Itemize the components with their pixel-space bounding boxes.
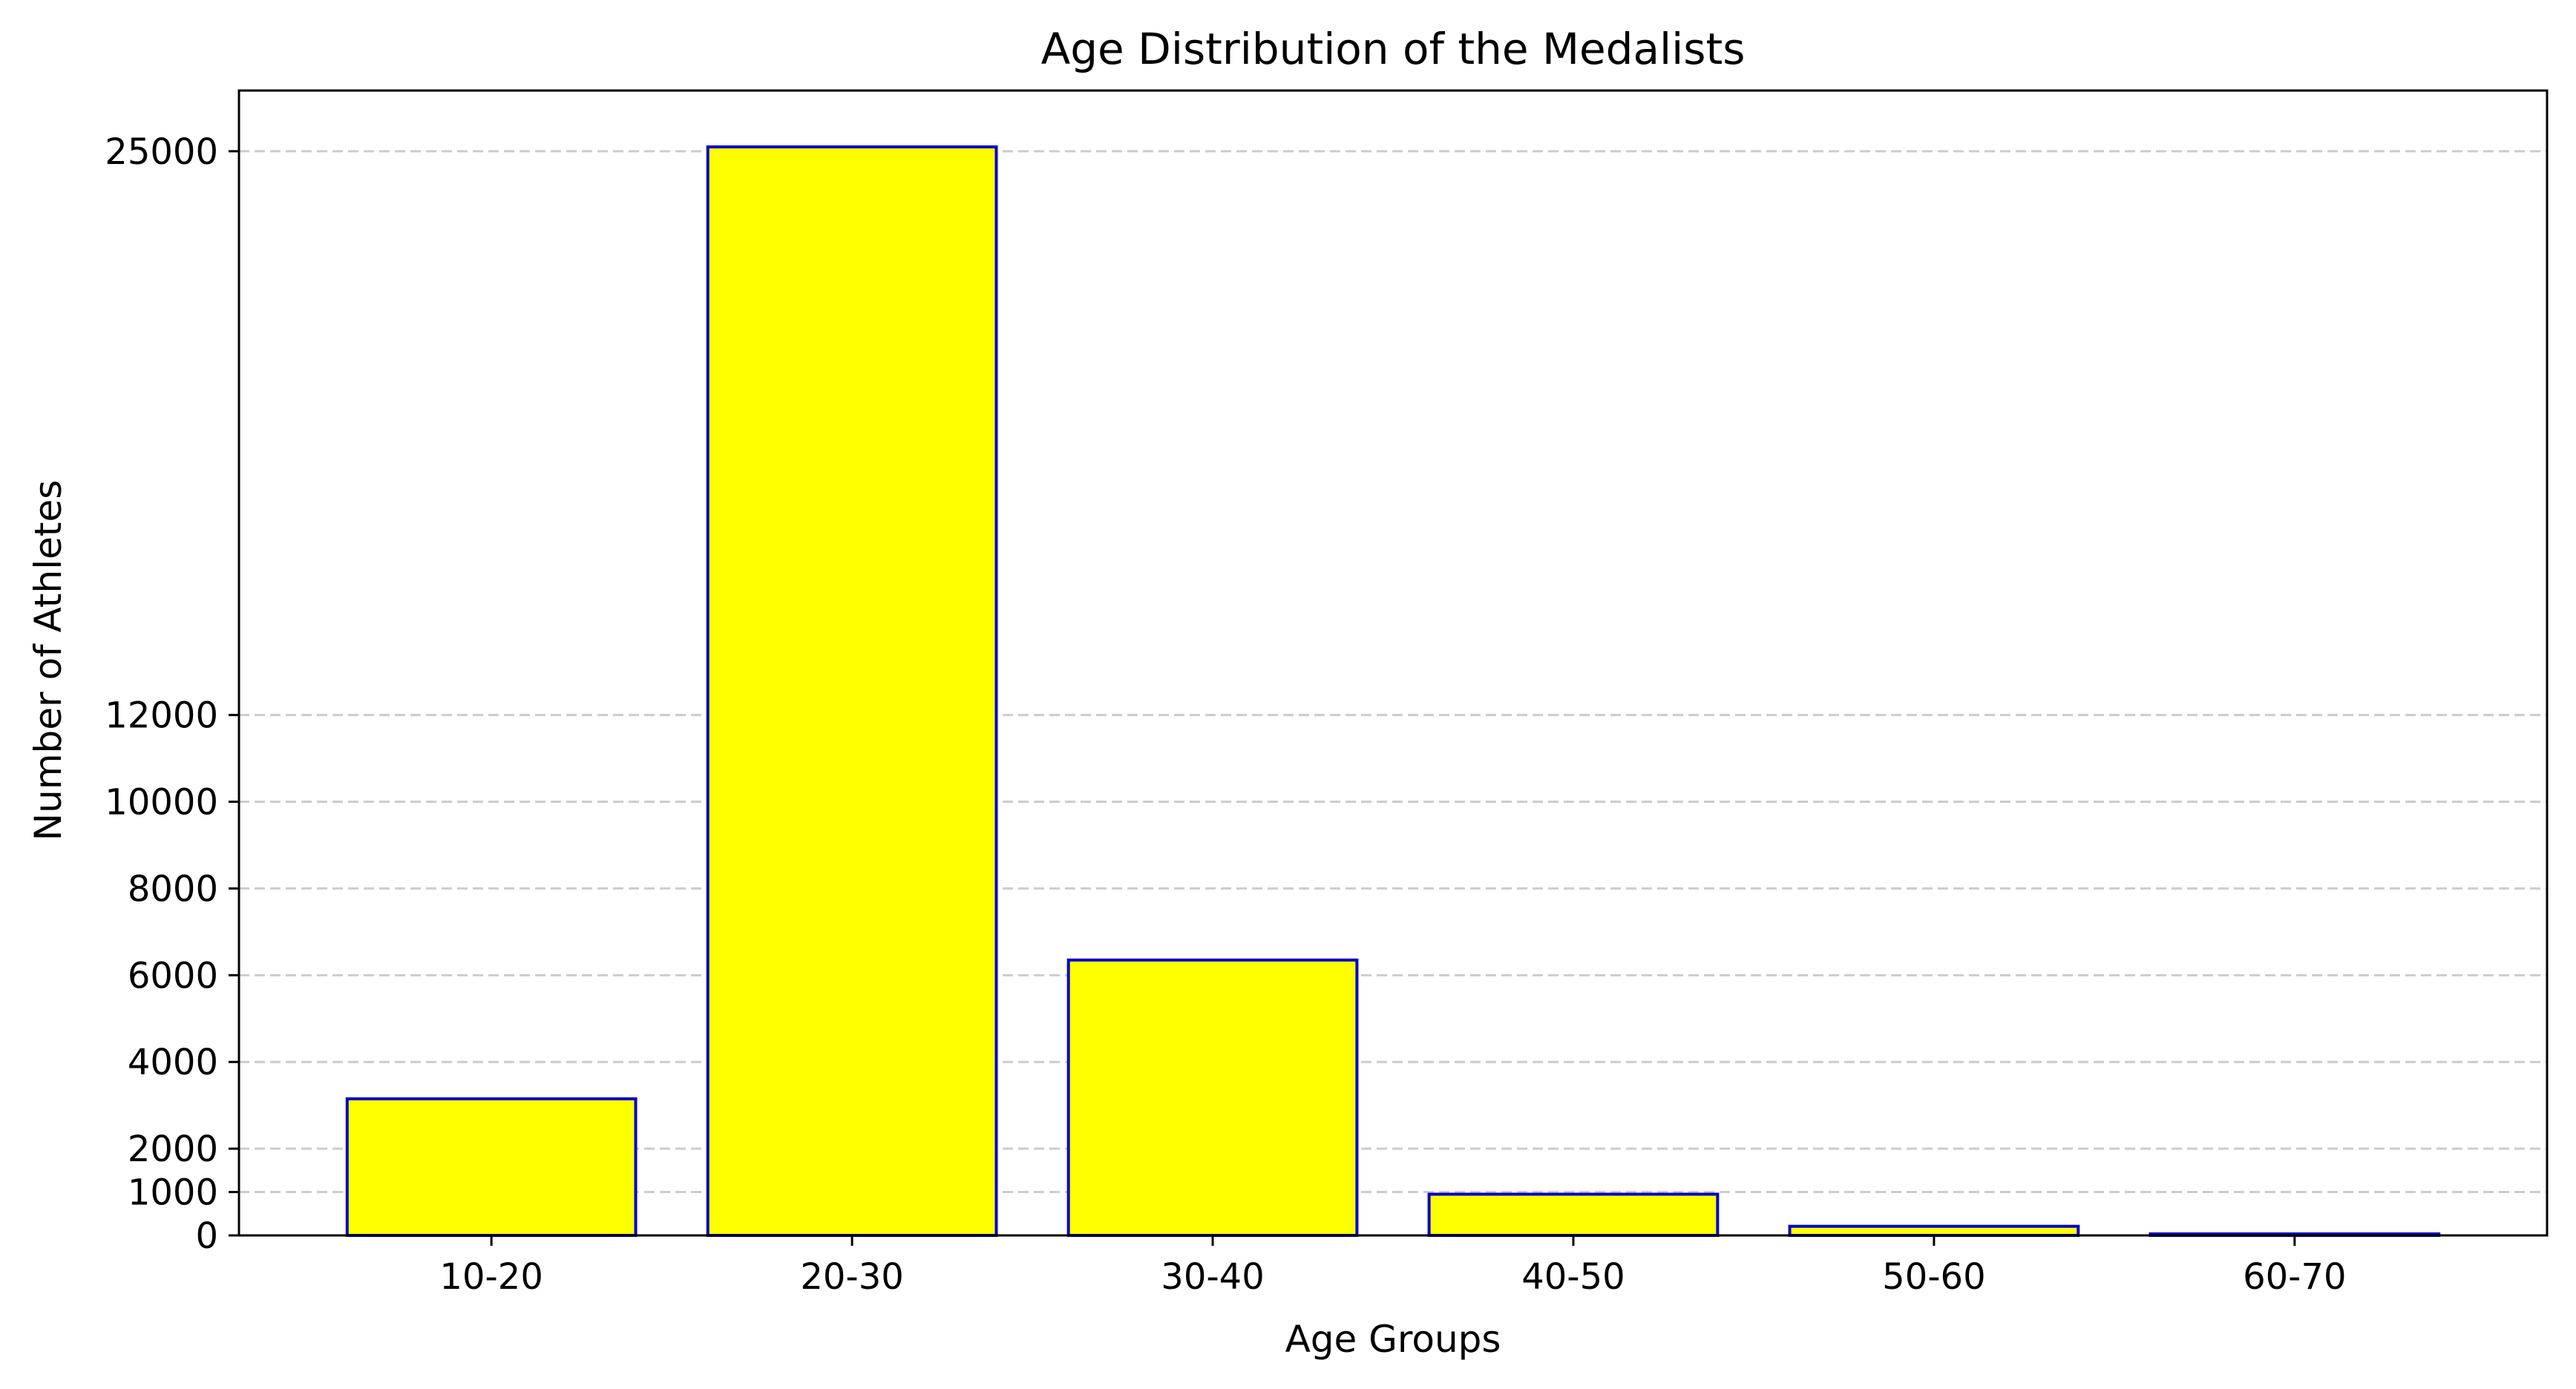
x-axis-ticks: 10-20 20-30 30-40 40-50 50-60 60-70 (439, 1235, 2347, 1298)
y-tick-label: 10000 (105, 782, 218, 824)
bar-30-40 (1066, 958, 1359, 1237)
y-tick-label: 1000 (128, 1172, 218, 1214)
grid-lines (239, 150, 2547, 1194)
bar-10-20 (345, 1097, 638, 1238)
x-tick-label: 60-70 (2243, 1256, 2346, 1298)
bars (345, 145, 2441, 1238)
y-tick-label: 2000 (128, 1129, 218, 1170)
bar-20-30 (706, 145, 998, 1237)
x-tick-label: 20-30 (800, 1256, 903, 1298)
y-tick-label: 25000 (105, 131, 218, 173)
y-tick-label: 6000 (128, 955, 218, 996)
chart-title: Age Distribution of the Medalists (1041, 24, 1746, 74)
x-axis-label: Age Groups (1285, 1318, 1501, 1361)
bar-40-50 (1427, 1192, 1720, 1237)
y-tick-label: 8000 (128, 868, 218, 910)
x-tick-label: 50-60 (1882, 1256, 1985, 1298)
y-tick-label: 4000 (128, 1042, 218, 1083)
y-axis-label: Number of Athletes (27, 480, 70, 841)
plot-frame (237, 89, 2549, 1237)
x-tick-label: 30-40 (1161, 1256, 1264, 1298)
y-tick-label: 12000 (105, 695, 218, 737)
x-tick-label: 10-20 (439, 1256, 543, 1298)
bar-50-60 (1788, 1224, 2080, 1238)
y-tick-label: 0 (195, 1215, 218, 1257)
x-tick-label: 40-50 (1521, 1256, 1625, 1298)
